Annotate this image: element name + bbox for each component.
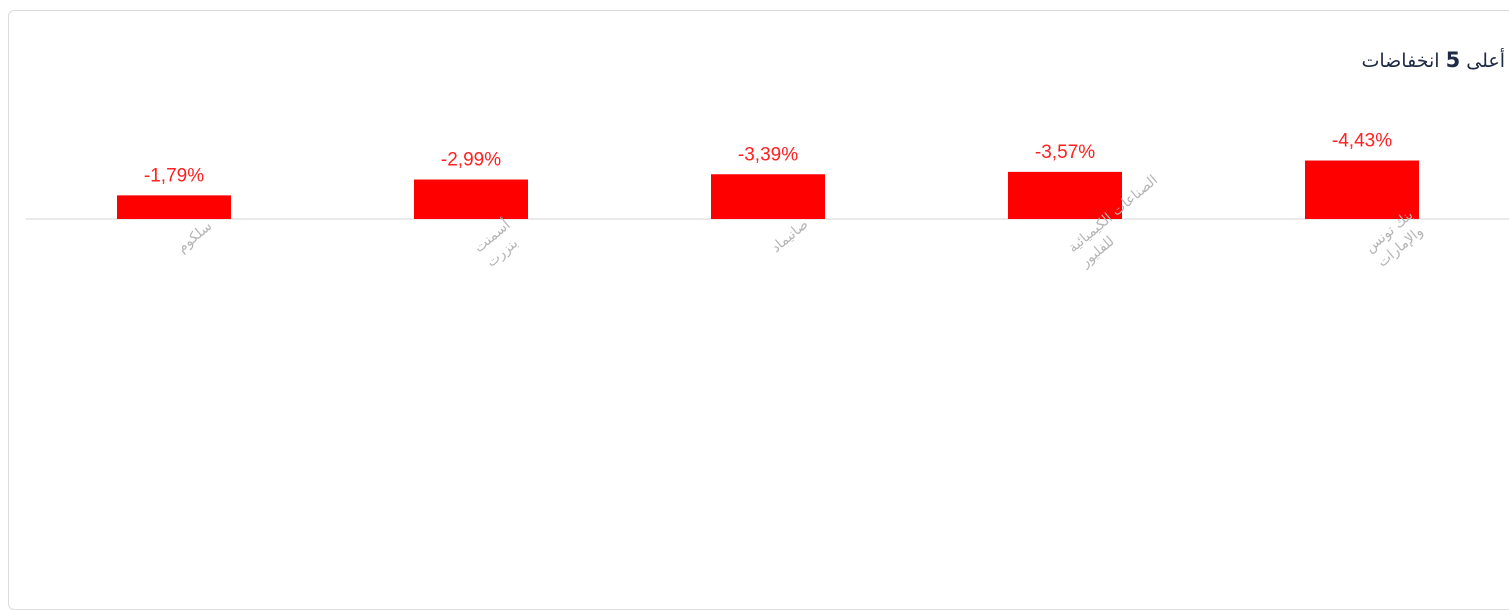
bar-3 xyxy=(711,174,825,219)
title-number: 5 xyxy=(1445,48,1461,72)
category-label-5: سلكوم xyxy=(174,218,215,256)
value-label-1: -4,43% xyxy=(1332,131,1392,152)
category-label-line: صانيماد xyxy=(768,216,811,256)
bar-1 xyxy=(1305,160,1419,219)
value-label-2: -3,57% xyxy=(1035,142,1095,163)
value-label-5: -1,79% xyxy=(144,165,204,186)
title-prefix: أعلى xyxy=(1466,50,1505,72)
bar-2 xyxy=(1008,171,1122,219)
value-label-4: -2,99% xyxy=(441,150,501,171)
category-label-line: سلكوم xyxy=(174,218,215,256)
bar-5 xyxy=(117,195,231,219)
bar-4 xyxy=(414,179,528,219)
value-label-3: -3,39% xyxy=(738,144,798,165)
chart-card xyxy=(8,10,1509,610)
title-suffix: انخفاضات xyxy=(1361,50,1440,72)
category-label-3: صانيماد xyxy=(768,216,811,256)
chart-title: أعلى 5 انخفاضات xyxy=(1361,48,1505,72)
